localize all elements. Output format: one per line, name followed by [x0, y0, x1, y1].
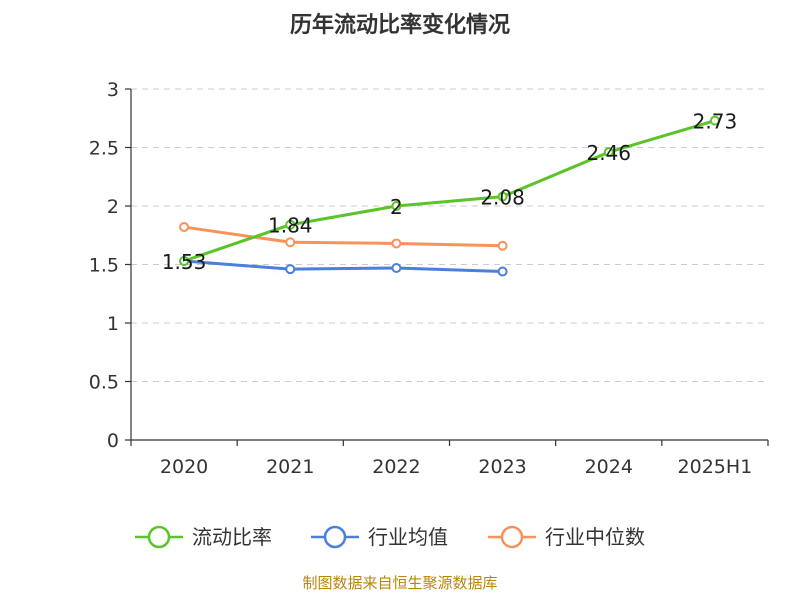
data-label: 2.73 [693, 110, 738, 134]
x-tick-label: 2021 [266, 456, 314, 478]
legend-item[interactable]: 流动比率 [135, 525, 272, 549]
x-tick-label: 2020 [160, 456, 208, 478]
data-point [285, 237, 296, 248]
x-tick-label: 2025H1 [678, 456, 753, 478]
data-point [391, 263, 402, 274]
data-point [497, 191, 508, 202]
legend-label: 行业均值 [368, 525, 448, 549]
y-tick-label: 3 [107, 79, 119, 101]
legend-marker-icon [500, 525, 524, 549]
legend: 流动比率 行业均值 行业中位数 [135, 525, 645, 549]
gridlines [131, 88, 768, 382]
x-tick-label: 2022 [372, 456, 420, 478]
legend-item[interactable]: 行业中位数 [488, 525, 645, 549]
legend-label: 行业中位数 [545, 525, 645, 549]
data-point [497, 240, 508, 251]
legend-marker-icon [323, 525, 347, 549]
data-point [179, 222, 190, 233]
data-point [285, 264, 296, 275]
series-0 [179, 115, 720, 266]
data-point [603, 147, 614, 158]
source-note: 制图数据来自恒生聚源数据库 [302, 574, 497, 592]
series-2 [179, 222, 508, 251]
y-tick-label: 1.5 [89, 255, 119, 277]
series-line [183, 119, 716, 263]
data-label: 2.08 [480, 186, 525, 210]
data-point [285, 219, 296, 230]
series-line [183, 225, 503, 248]
x-tick-label: 2023 [478, 456, 526, 478]
y-tick-label: 0.5 [89, 372, 119, 394]
x-tick-label: 2024 [585, 456, 633, 478]
series-line [183, 259, 503, 274]
data-labels: 1.53 1.84 2 2.08 2.46 2.73 [162, 110, 737, 274]
data-point [179, 255, 190, 266]
data-point [391, 238, 402, 249]
data-label: 1.53 [162, 250, 207, 274]
y-tick-label: 2.5 [89, 138, 119, 160]
y-tick-label: 0 [107, 430, 119, 452]
data-label: 2.46 [586, 141, 631, 165]
legend-label: 流动比率 [192, 525, 272, 549]
y-tick-label: 1 [107, 313, 119, 335]
legend-marker-icon [147, 525, 171, 549]
series-1 [179, 255, 508, 277]
x-tick-labels: 2020 2021 2022 2023 2024 2025H1 [130, 440, 769, 478]
series-lines [179, 115, 720, 277]
data-point [391, 201, 402, 211]
data-label: 2 [390, 195, 403, 219]
y-tick-labels: 0 0.5 1 1.5 2 2.5 3 [89, 79, 131, 452]
legend-item[interactable]: 行业均值 [311, 525, 448, 549]
data-point [497, 266, 508, 277]
data-label: 1.84 [268, 214, 313, 238]
y-tick-label: 2 [107, 196, 119, 218]
data-point [709, 115, 720, 126]
chart-title: 历年流动比率变化情况 [290, 12, 510, 38]
